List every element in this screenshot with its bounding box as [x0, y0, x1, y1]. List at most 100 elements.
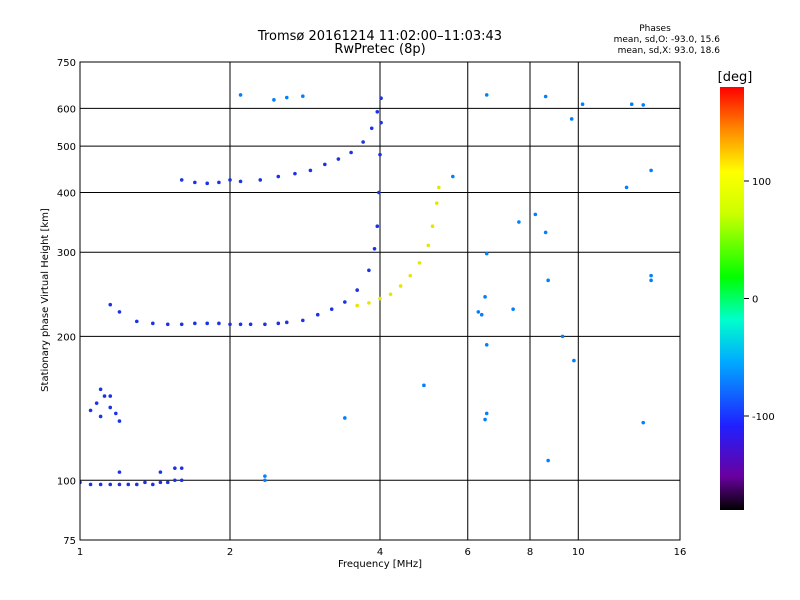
chart-title: Tromsø 20161214 11:02:00–11:03:43	[257, 29, 502, 44]
data-point	[546, 458, 550, 463]
data-point	[434, 201, 439, 205]
data-point	[580, 102, 585, 107]
data-point	[151, 482, 155, 487]
data-point	[276, 321, 281, 326]
data-point	[426, 243, 431, 248]
chart-subtitle: RwPretec (8p)	[334, 42, 425, 57]
data-point	[158, 480, 163, 485]
data-point	[173, 466, 177, 470]
colorbar-tick-label: 100	[752, 177, 771, 188]
data-point	[379, 96, 383, 100]
colorbar-tick-label: 0	[752, 295, 758, 306]
data-point	[343, 300, 347, 304]
data-point	[284, 320, 289, 325]
data-point	[484, 411, 489, 416]
data-point	[367, 301, 371, 305]
data-point	[301, 94, 305, 99]
data-point	[228, 178, 232, 182]
data-point	[483, 417, 487, 422]
data-point	[375, 110, 380, 114]
data-point	[98, 482, 103, 487]
data-point	[88, 482, 93, 487]
data-point	[301, 318, 305, 323]
data-point	[355, 288, 359, 292]
data-point	[98, 387, 103, 392]
data-point	[649, 278, 653, 283]
data-point	[263, 322, 267, 327]
data-point	[641, 420, 646, 425]
data-point	[569, 117, 574, 121]
data-point	[173, 478, 177, 483]
data-point	[378, 296, 382, 301]
data-point	[151, 321, 155, 326]
data-point	[238, 93, 243, 97]
grid-lines	[80, 62, 680, 540]
data-point	[323, 162, 327, 167]
data-point	[94, 401, 99, 405]
data-point	[375, 224, 380, 229]
data-point	[88, 408, 93, 413]
data-point	[572, 358, 576, 363]
y-tick-label: 400	[57, 188, 76, 199]
data-point	[377, 190, 381, 195]
data-point	[117, 310, 122, 314]
data-point	[217, 321, 221, 326]
y-tick-label: 500	[57, 142, 76, 153]
data-point	[205, 181, 209, 186]
colorbar-ticks: 100 0 -100	[744, 177, 775, 423]
data-point	[533, 212, 538, 217]
data-point	[117, 470, 122, 474]
data-point	[217, 180, 221, 185]
data-point	[649, 168, 653, 173]
data-point	[517, 220, 521, 224]
phase-info-heading: Phases	[639, 24, 671, 34]
colorbar-label: [deg]	[718, 70, 753, 85]
data-point	[430, 224, 435, 229]
data-point	[126, 482, 131, 487]
data-point	[479, 312, 484, 317]
y-axis-label: Stationary phase Virtual Height [km]	[40, 208, 51, 392]
data-point	[315, 312, 320, 317]
data-point	[483, 295, 487, 299]
data-point	[293, 171, 297, 176]
data-point	[437, 185, 441, 190]
data-point	[179, 322, 184, 327]
data-point	[624, 185, 629, 190]
data-point	[238, 322, 243, 327]
data-point	[165, 322, 170, 327]
data-point	[98, 414, 103, 419]
colorbar-tick-label: -100	[752, 412, 775, 423]
data-point	[308, 168, 313, 173]
data-point	[476, 310, 481, 314]
phase-info-o: mean, sd,O: -93.0, 15.6	[614, 35, 721, 45]
data-point	[117, 419, 122, 423]
data-point	[258, 178, 263, 182]
data-point	[179, 178, 184, 182]
phase-info-x: mean, sd,X: 93.0, 18.6	[618, 46, 721, 56]
data-point	[248, 322, 253, 327]
data-point	[134, 482, 139, 487]
data-point	[372, 246, 377, 251]
data-point	[422, 383, 426, 388]
data-point	[388, 292, 393, 297]
data-point	[484, 251, 489, 256]
data-point	[134, 319, 139, 324]
x-tick-label: 1	[77, 547, 83, 558]
data-point	[108, 302, 113, 307]
data-point	[641, 103, 646, 107]
data-point	[560, 334, 565, 339]
data-point	[205, 321, 209, 326]
data-point	[263, 478, 267, 483]
y-tick-label: 100	[57, 476, 76, 487]
data-point	[143, 480, 147, 485]
data-point	[629, 102, 634, 107]
data-point	[284, 95, 289, 100]
data-point	[238, 179, 243, 184]
plot-frame	[79, 61, 681, 541]
data-point	[379, 120, 383, 125]
data-point	[158, 470, 163, 474]
data-point	[543, 230, 548, 235]
y-tick-label: 300	[57, 248, 76, 259]
data-point	[543, 94, 548, 99]
